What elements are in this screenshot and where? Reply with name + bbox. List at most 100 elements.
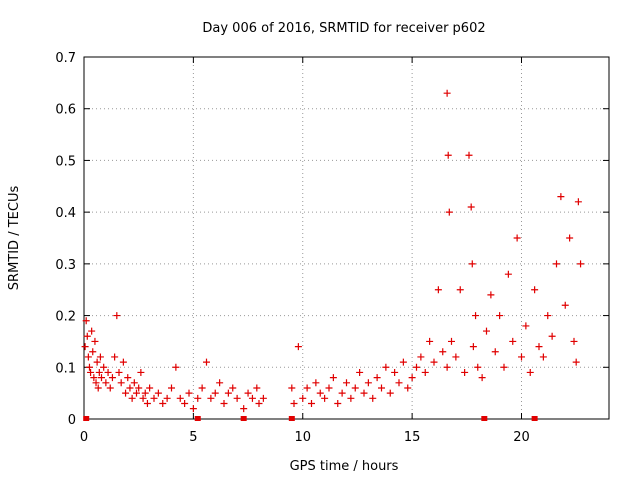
data-point — [220, 399, 228, 407]
data-point — [413, 363, 420, 371]
y-tick-label: 0 — [68, 413, 76, 428]
data-point — [378, 384, 385, 392]
data-point — [472, 312, 480, 320]
data-point — [248, 394, 256, 402]
data-point — [491, 348, 499, 356]
data-point — [308, 399, 315, 407]
data-point — [294, 343, 302, 351]
data-point — [137, 368, 145, 376]
data-point — [513, 234, 521, 242]
data-point — [259, 394, 267, 402]
data-point — [224, 389, 232, 397]
data-point — [404, 384, 412, 392]
bottom-marker — [531, 416, 538, 421]
data-point — [81, 343, 89, 351]
data-points — [81, 89, 585, 413]
plot-frame — [83, 56, 610, 420]
y-tick-label: 0.7 — [55, 51, 76, 66]
data-point — [500, 363, 508, 371]
data-point — [474, 363, 482, 371]
data-point — [483, 327, 490, 335]
data-point — [316, 389, 324, 397]
y-tick-label: 0.6 — [55, 103, 76, 118]
data-point — [461, 368, 469, 376]
data-point — [290, 399, 298, 407]
data-point — [544, 312, 552, 320]
bottom-marker — [83, 416, 90, 421]
bottom-marker — [481, 416, 488, 421]
data-point — [211, 389, 219, 397]
data-point — [408, 374, 416, 382]
data-point — [84, 353, 92, 361]
data-point — [253, 384, 261, 392]
data-point — [439, 348, 447, 356]
data-point — [456, 286, 464, 294]
x-tick-label: 20 — [513, 430, 530, 445]
data-point — [329, 374, 337, 382]
data-point — [89, 348, 97, 356]
data-point — [82, 317, 90, 325]
data-point — [321, 394, 329, 402]
data-point — [91, 337, 99, 345]
data-point — [443, 363, 451, 371]
data-point — [94, 384, 102, 392]
data-point — [154, 389, 162, 397]
data-point — [364, 379, 372, 387]
data-point — [159, 399, 167, 407]
data-point — [373, 374, 381, 382]
data-point — [557, 193, 565, 201]
y-tick-label: 0.1 — [55, 361, 76, 376]
data-point — [88, 327, 96, 335]
data-point — [334, 399, 342, 407]
data-point — [443, 89, 451, 97]
data-point — [288, 384, 296, 392]
data-point — [467, 203, 475, 211]
data-point — [113, 312, 121, 320]
data-point — [399, 358, 407, 366]
data-point — [496, 312, 504, 320]
data-point — [229, 384, 237, 392]
data-point — [338, 389, 346, 397]
data-point — [386, 389, 394, 397]
data-point — [325, 384, 333, 392]
data-point — [255, 399, 263, 407]
data-point — [343, 379, 350, 387]
data-point — [395, 379, 403, 387]
data-point — [135, 384, 143, 392]
data-point — [87, 368, 95, 376]
data-point — [417, 353, 425, 361]
data-point — [303, 384, 311, 392]
data-point — [115, 368, 123, 376]
data-point — [126, 384, 134, 392]
data-point — [92, 379, 100, 387]
data-point — [122, 389, 130, 397]
y-tick-label: 0.3 — [55, 258, 76, 273]
data-point — [448, 337, 455, 345]
data-point — [421, 368, 429, 376]
y-tick-label: 0.4 — [55, 206, 76, 221]
x-axis-label: GPS time / hours — [290, 459, 399, 474]
data-point — [203, 358, 210, 366]
data-point — [146, 384, 154, 392]
data-point — [163, 394, 171, 402]
data-point — [90, 374, 98, 382]
data-point — [244, 389, 252, 397]
data-point — [104, 368, 112, 376]
data-point — [124, 374, 132, 382]
data-point — [548, 332, 556, 340]
data-point — [574, 198, 582, 206]
data-point — [168, 384, 175, 392]
chart-title: Day 006 of 2016, SRMTID for receiver p60… — [202, 21, 485, 36]
data-point — [139, 394, 147, 402]
bottom-marker — [240, 416, 247, 421]
data-point — [577, 260, 585, 268]
data-point — [216, 379, 224, 387]
data-point — [487, 291, 495, 299]
data-point — [531, 286, 539, 294]
data-point — [426, 337, 434, 345]
data-point — [95, 368, 103, 376]
data-point — [141, 389, 149, 397]
grid — [84, 57, 609, 419]
data-point — [504, 270, 512, 278]
data-point — [382, 363, 390, 371]
